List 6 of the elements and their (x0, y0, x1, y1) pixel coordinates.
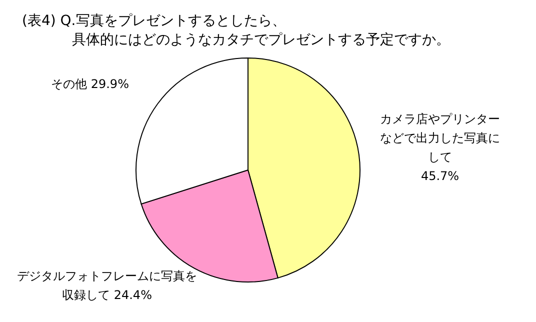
slice-label: その他 29.9% (51, 77, 129, 91)
data-label: 45.7% (420, 169, 460, 183)
slice-label: カメラ店やプリンターなどで出力した写真にして (380, 112, 500, 164)
slice-label: デジタルフォトフレームに写真を収録して 24.4% (17, 269, 197, 302)
chart-subtitle: 具体的にはどのようなカタチでプレゼントする予定ですか。 (71, 31, 450, 50)
chart-title: (表4) Q.写真をプレゼントするとしたら、 (22, 12, 287, 31)
